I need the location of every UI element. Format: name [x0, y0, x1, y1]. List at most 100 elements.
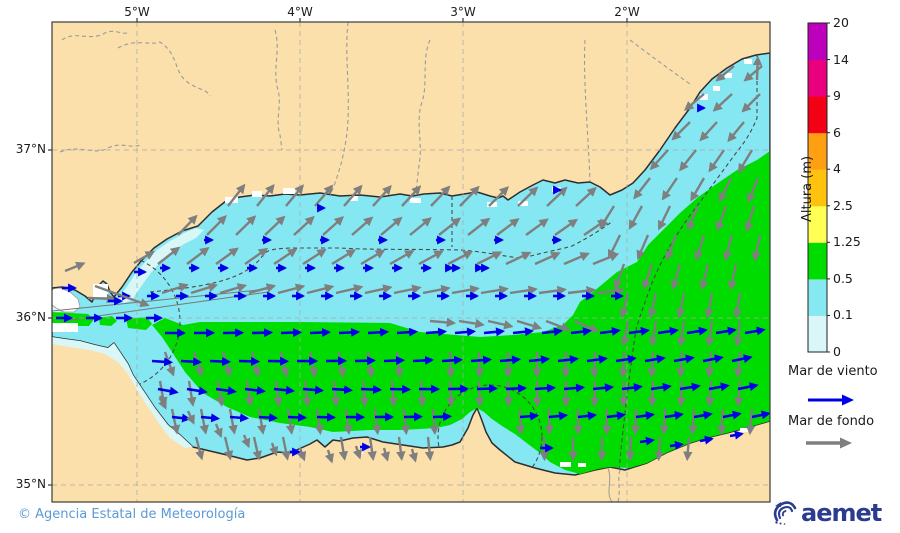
swell-arrow — [574, 319, 599, 333]
swell-arrow — [665, 234, 678, 261]
swell-arrow — [705, 380, 715, 408]
swell-arrow — [447, 250, 474, 266]
swell-arrow — [613, 263, 626, 290]
wind-arrow — [412, 355, 435, 365]
swell-arrow — [215, 247, 239, 265]
swell-arrow — [705, 320, 715, 347]
wind-arrow — [367, 327, 390, 337]
swell-arrow — [589, 351, 600, 379]
swell-arrow — [474, 351, 485, 379]
wind-arrow — [699, 435, 714, 445]
colorbar-segment — [808, 278, 827, 316]
swell-arrow — [206, 214, 227, 236]
swell-arrow — [683, 93, 705, 111]
wind-arrow — [615, 354, 637, 364]
swell-arrow — [704, 292, 714, 319]
swell-arrow — [515, 408, 526, 436]
swell-arrow — [133, 250, 155, 265]
swell-arrow — [671, 121, 691, 141]
white-patch — [518, 201, 528, 206]
wind-arrow — [470, 355, 493, 365]
white-patch — [744, 59, 752, 64]
copyright-text: © Agencia Estatal de Meteorología — [18, 507, 246, 522]
wind-arrow — [302, 385, 325, 395]
swell-arrow — [633, 177, 651, 200]
swell-arrow — [737, 149, 754, 174]
colorbar-tick-label: 0 — [833, 344, 841, 359]
map-frame — [51, 21, 771, 503]
swell-arrow — [227, 183, 246, 207]
swell-arrow — [360, 249, 386, 266]
swell-arrow — [647, 380, 658, 408]
lat-tick-label: 35°N — [15, 477, 46, 491]
wind-arrow — [215, 386, 237, 396]
wind-arrow — [209, 357, 232, 367]
calm-sea-patch — [118, 228, 204, 303]
swell-arrow — [509, 285, 538, 295]
swell-arrow — [277, 283, 306, 295]
swell-arrow — [445, 351, 456, 379]
swell-arrow — [636, 234, 650, 261]
swell-arrow — [647, 292, 658, 319]
swell-arrow — [388, 380, 398, 408]
wind-arrow — [577, 411, 597, 421]
swell-arrow — [359, 380, 370, 408]
wind-arrow — [309, 327, 332, 337]
wind-arrow — [557, 355, 579, 365]
swell-arrow — [458, 318, 485, 329]
wind-arrow — [722, 410, 742, 420]
swell-arrow — [679, 149, 697, 172]
land-boundary — [583, 39, 591, 182]
swell-arrow — [190, 282, 218, 295]
swell-arrow — [474, 380, 485, 408]
wind-arrow — [171, 413, 191, 423]
swell-arrow — [177, 214, 198, 236]
swell-arrow — [273, 248, 298, 265]
swell-arrow — [620, 320, 630, 347]
wind-arrow — [715, 326, 737, 336]
swell-arrow — [487, 319, 514, 330]
lon-tick-label: 5°W — [124, 5, 150, 19]
swell-arrow — [733, 380, 744, 408]
wind-arrow — [512, 327, 534, 337]
colorbar-tick-label: 2.5 — [833, 197, 853, 213]
wind-arrow — [505, 383, 528, 393]
swell-arrow — [324, 449, 334, 464]
wind-arrow — [563, 383, 586, 393]
wind-arrow — [273, 385, 295, 395]
swell-arrow — [389, 250, 415, 266]
wind-arrow — [679, 382, 701, 392]
colorbar-segment — [808, 315, 827, 353]
swell-arrow — [351, 216, 374, 236]
swell-arrow — [625, 436, 636, 462]
aemet-logo-icon — [773, 501, 797, 525]
swell-arrow — [575, 186, 597, 207]
wind-arrow — [548, 411, 569, 421]
swell-arrow — [269, 442, 279, 457]
swell-legend-label: Mar de fondo — [788, 414, 875, 429]
colorbar-tick-label: 9 — [833, 88, 841, 104]
colorbar-segment — [808, 242, 827, 280]
swell-arrow — [592, 252, 620, 266]
swell-arrow — [688, 408, 698, 436]
swell-arrow — [187, 380, 197, 407]
swell-arrow — [751, 234, 762, 262]
wind-arrow — [621, 383, 643, 392]
swell-arrow — [257, 408, 267, 435]
swell-arrow — [273, 380, 283, 408]
swell-arrow — [322, 216, 345, 236]
wind-arrow — [180, 357, 203, 367]
colorbar-tick-label: 14 — [833, 51, 849, 67]
swell-arrow — [438, 217, 462, 236]
swell-arrow — [244, 380, 254, 407]
swell-arrow — [538, 285, 567, 296]
swell-arrow — [563, 252, 590, 266]
wind-arrow — [729, 430, 744, 440]
swell-arrow — [503, 380, 514, 408]
wind-arrow — [644, 354, 666, 364]
swell-arrow — [285, 408, 296, 435]
swell-arrow — [367, 436, 377, 461]
swell-arrow — [343, 184, 363, 207]
